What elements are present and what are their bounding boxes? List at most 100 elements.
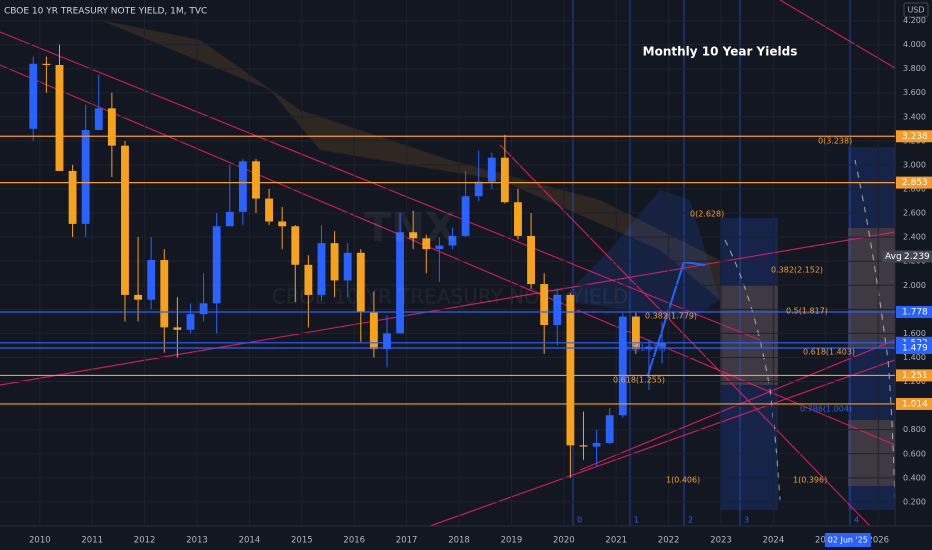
fib-label: 0.5(1.517) <box>624 344 666 353</box>
candle-body <box>291 226 300 265</box>
candle-body <box>317 243 326 295</box>
candle-body <box>579 445 588 447</box>
x-tick-label: 2014 <box>239 536 261 546</box>
currency-box <box>903 2 929 18</box>
price-tag-label: 1.778 <box>902 307 928 317</box>
average-name: Avg <box>885 252 902 262</box>
candle-body <box>186 314 195 330</box>
price-tag <box>896 341 932 354</box>
x-tick-label: 2015 <box>291 536 313 546</box>
candle-body <box>553 294 562 325</box>
y-tick-label: 0.600 <box>903 449 926 458</box>
projection-box <box>720 218 778 510</box>
y-tick-label: 2.600 <box>903 209 926 218</box>
fib-label: 0.5(1.817) <box>786 307 828 316</box>
cloud <box>100 20 720 300</box>
y-tick-label: 1.400 <box>903 353 926 362</box>
candle-body <box>605 415 614 443</box>
fib-label: 0.786(1.004) <box>800 405 852 414</box>
x-tick-label: 2013 <box>186 536 208 546</box>
fib-label: 0.382(2.152) <box>771 266 823 275</box>
candle-body <box>461 196 470 236</box>
candle-body <box>238 161 247 212</box>
y-tick-label: 0.800 <box>903 425 926 434</box>
x-tick-label: 2026 <box>867 536 889 546</box>
candle-body <box>225 211 234 227</box>
candle-body <box>278 221 287 227</box>
candle-body <box>81 129 90 224</box>
price-tag-label: 3.238 <box>902 132 928 142</box>
candle-body <box>173 327 182 330</box>
price-tag <box>896 176 932 189</box>
fib-label: 1(0.406) <box>666 476 700 485</box>
candle-body <box>409 232 418 239</box>
fib-label: 1(0.396) <box>793 476 827 485</box>
y-tick-label: 1.600 <box>903 329 926 338</box>
candle-body <box>487 157 496 182</box>
candle-body <box>134 294 143 300</box>
x-tick-label: 2023 <box>710 536 732 546</box>
candle-body <box>121 145 129 295</box>
annotation: Monthly 10 Year Yields <box>643 45 798 59</box>
candle-body <box>566 294 575 446</box>
price-tag <box>896 305 932 318</box>
price-tag-label: 1.479 <box>902 343 928 353</box>
currency: USD <box>907 6 924 15</box>
candle-body <box>42 63 51 65</box>
candle-body <box>343 252 352 281</box>
time-axis <box>0 526 932 550</box>
y-tick-label: 2.800 <box>903 184 926 193</box>
x-tick-label: 2011 <box>81 536 103 546</box>
x-tick-label: 2017 <box>396 536 418 546</box>
price-tag-label: 2.853 <box>902 178 928 188</box>
crosshair-label: 02 Jun '25 <box>828 536 868 545</box>
candle-body <box>252 161 260 199</box>
y-tick-label: 3.800 <box>903 64 926 73</box>
candle-body <box>94 108 103 130</box>
price-tag <box>896 397 932 410</box>
candle-body <box>527 235 536 285</box>
watermark: TNX <box>364 205 456 251</box>
cycle-label: 1 <box>634 516 639 525</box>
fib-label: 0.382(1.779) <box>645 312 697 321</box>
x-tick-label: 2018 <box>448 536 470 546</box>
y-tick-label: 0.400 <box>903 473 926 482</box>
candle-body <box>199 303 208 315</box>
candle-body <box>147 259 156 300</box>
chart-title: CBOE 10 YR TREASURY NOTE YIELD, 1M, TVC <box>4 7 207 17</box>
candle-body <box>658 343 667 347</box>
price-tag-label: 1.251 <box>902 371 928 381</box>
candle-body <box>212 226 221 304</box>
candle-body <box>540 284 549 325</box>
watermark: CBOE 10 YR TREASURY NOTE YIELD <box>272 285 629 309</box>
candle-body <box>55 64 64 171</box>
cycle-label: 3 <box>744 516 749 525</box>
x-tick-label: 2022 <box>658 536 680 546</box>
candle-body <box>435 245 444 250</box>
x-tick-label: 2019 <box>501 536 523 546</box>
average-tag <box>882 250 932 263</box>
cycle-label: 4 <box>854 516 859 525</box>
y-tick-label: 2.000 <box>903 281 926 290</box>
candle-body <box>265 198 274 222</box>
cycle-label: 0 <box>577 516 582 525</box>
y-tick-label: 3.000 <box>903 160 926 169</box>
candle-body <box>369 311 378 350</box>
y-tick-label: 1.200 <box>903 377 926 386</box>
projection-path <box>724 159 896 501</box>
fib-label: 0.618(1.255) <box>613 376 665 385</box>
candle-body <box>396 232 405 334</box>
candle-body <box>514 202 522 236</box>
cloud <box>560 190 720 320</box>
y-tick-label: 2.400 <box>903 233 926 242</box>
fib-label: 0(3.238) <box>818 137 852 146</box>
candle-body <box>631 316 640 350</box>
candle-body <box>29 63 38 129</box>
candle-body <box>618 316 627 416</box>
x-tick-label: 2021 <box>605 536 627 546</box>
crosshair-tag <box>824 533 871 547</box>
x-tick-label: 2020 <box>553 536 575 546</box>
candle-body <box>107 108 116 146</box>
